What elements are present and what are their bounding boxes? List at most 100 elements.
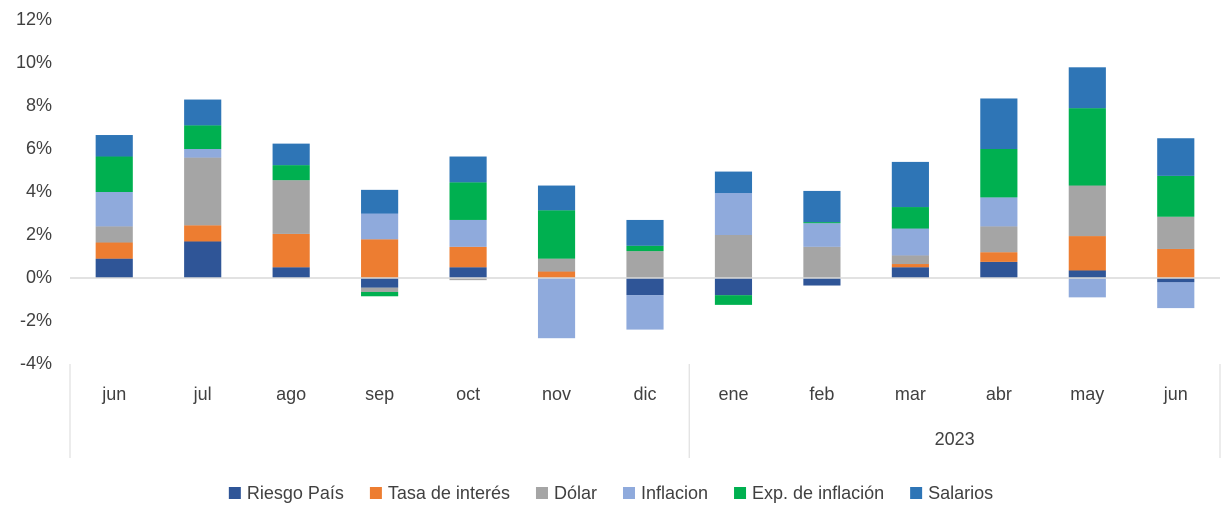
legend-label: Exp. de inflación [752, 483, 884, 503]
group-label: 2023 [935, 429, 975, 449]
bar-segment [891, 264, 929, 268]
x-tick-label: sep [365, 384, 394, 404]
bar-segment [449, 278, 487, 281]
y-tick-label: 0% [26, 267, 52, 287]
x-tick-label: ene [718, 384, 748, 404]
bar-segment [537, 185, 576, 211]
bar-segment [803, 278, 841, 286]
y-tick-label: 6% [26, 138, 52, 158]
x-tick-label: oct [456, 384, 480, 404]
bar-segment [714, 295, 753, 305]
x-tick-label: jun [101, 384, 126, 404]
bar-segment [1157, 282, 1195, 309]
bar-segment [537, 271, 576, 278]
y-tick-label: 12% [16, 9, 52, 29]
bar-segment [714, 171, 753, 194]
y-tick-label: 10% [16, 52, 52, 72]
bar-segment [803, 246, 841, 278]
legend-swatch [535, 487, 548, 499]
bar-segment [184, 225, 222, 242]
y-tick-label: 2% [26, 224, 52, 244]
bar-segment [1157, 248, 1195, 278]
bar-segment [1157, 278, 1195, 283]
bar-segment [626, 219, 664, 246]
bar-segment [272, 267, 310, 278]
bar-segment [1068, 270, 1106, 278]
legend-label: Inflacion [641, 483, 708, 503]
bar-segment [95, 156, 133, 192]
y-tick-label: 8% [26, 95, 52, 115]
x-tick-label: dic [633, 384, 656, 404]
bar-segment [803, 223, 841, 247]
bar-segment [714, 193, 753, 235]
bar-segment [1157, 138, 1195, 176]
bar-segment [449, 156, 487, 183]
bar-segment [1068, 67, 1106, 109]
bar-segment [714, 278, 753, 296]
bar-segment [272, 180, 310, 234]
bar-segment [980, 197, 1018, 227]
y-tick-label: 4% [26, 181, 52, 201]
bar-segment [1068, 278, 1106, 298]
x-tick-label: abr [986, 384, 1012, 404]
bar-segment [95, 226, 133, 243]
bar-segment [1068, 236, 1106, 271]
bar-segment [184, 157, 222, 226]
bar-segment [95, 258, 133, 278]
bar-segment [803, 222, 841, 224]
bar-segment [626, 278, 664, 296]
bar-segment [980, 252, 1018, 262]
legend-swatch [622, 487, 635, 499]
legend-label: Tasa de interés [388, 483, 510, 503]
bar-segment [891, 255, 929, 265]
x-tick-label: mar [895, 384, 926, 404]
x-tick-label: jun [1163, 384, 1188, 404]
bar-segment [803, 190, 841, 223]
legend-label: Salarios [928, 483, 993, 503]
bar-segment [184, 125, 222, 149]
bar-segment [1157, 216, 1195, 249]
legend-swatch [910, 487, 923, 499]
bar-segment [361, 291, 399, 297]
bar-segment [714, 235, 753, 278]
x-tick-label: feb [809, 384, 834, 404]
bar-segment [891, 207, 929, 229]
bar-segment [449, 182, 487, 220]
x-tick-label: ago [276, 384, 306, 404]
bar-segment [361, 239, 399, 278]
bar-segment [1157, 175, 1195, 217]
bar-segment [272, 233, 310, 268]
legend-swatch [228, 487, 241, 499]
bar-segment [361, 278, 399, 288]
bar-segment [537, 258, 576, 272]
bar-segment [95, 192, 133, 227]
bar-segment [272, 165, 310, 181]
bar-segment [1068, 108, 1106, 186]
bar-segment [626, 251, 664, 278]
bar-segment [980, 98, 1018, 149]
x-tick-label: jul [193, 384, 212, 404]
bar-segment [184, 99, 222, 126]
bar-segment [891, 161, 929, 208]
bar-segment [891, 228, 929, 256]
bar-segment [361, 213, 399, 240]
bar-segment [980, 226, 1018, 253]
x-tick-label: may [1070, 384, 1104, 404]
x-tick-label: nov [542, 384, 571, 404]
bar-segment [449, 267, 487, 278]
bar-segment [95, 242, 133, 259]
bar-segment [184, 149, 222, 158]
legend-label: Riesgo País [247, 483, 344, 503]
y-tick-label: -2% [20, 310, 52, 330]
bar-segment [95, 135, 133, 157]
bar-segment [980, 261, 1018, 278]
legend-label: Dólar [554, 483, 597, 503]
bar-segment [891, 267, 929, 278]
bar-segment [361, 287, 399, 292]
bar-segment [449, 246, 487, 268]
bar-segment [1068, 185, 1106, 237]
y-tick-label: -4% [20, 353, 52, 373]
bar-segment [537, 210, 576, 259]
bar-segment [980, 149, 1018, 198]
